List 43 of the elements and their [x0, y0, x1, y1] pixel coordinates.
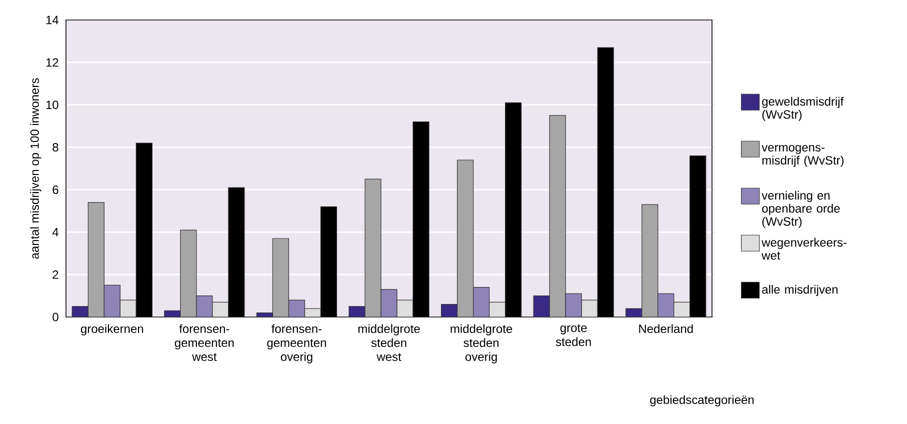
y-tick-label: 2: [52, 270, 58, 279]
bar: [180, 230, 197, 317]
bar: [120, 300, 136, 317]
bar: [72, 306, 88, 317]
y-tick-label: 10: [46, 100, 58, 110]
legend-label: geweldsmisdrijf (WvStr): [762, 96, 844, 122]
bar: [549, 115, 566, 317]
x-tick-label: forensen-gemeenten overig: [267, 324, 326, 364]
bar: [565, 293, 582, 317]
legend-label: wegenverkeers-wet: [762, 238, 846, 260]
y-tick-label: 6: [52, 185, 58, 194]
x-tick-label: grote steden: [556, 324, 591, 346]
y-tick-label: 14: [46, 16, 58, 24]
bar: [441, 304, 458, 317]
bar: [642, 204, 658, 317]
bar: [288, 300, 305, 317]
bar: [472, 287, 490, 317]
bar: [272, 238, 289, 317]
bar: [674, 302, 690, 317]
y-tick-label: 8: [52, 143, 58, 152]
x-tick-label: middelgrote steden overig: [450, 324, 512, 364]
bar: [658, 293, 674, 317]
bar: [196, 295, 213, 317]
y-tick-label: 0: [52, 312, 58, 322]
x-axis-title: gebiedscategorieën: [650, 395, 754, 406]
x-tick-label: Nederland: [639, 324, 693, 334]
y-axis-title: aantal misdrijven op 100 inwoners: [30, 78, 42, 259]
bar: [380, 289, 398, 317]
legend-label: vermogens-misdrijf (WvStr): [762, 145, 844, 167]
x-tick-label: forensen-gemeenten west: [174, 324, 234, 362]
legend-label: alle misdrijven: [762, 284, 838, 296]
y-tick-label: 4: [52, 228, 58, 236]
bar: [488, 302, 506, 317]
bar: [104, 284, 120, 317]
x-tick-label: middelgrote steden west: [358, 324, 420, 362]
bar: [581, 300, 598, 317]
y-tick-label: 12: [46, 58, 58, 67]
bar: [364, 178, 382, 317]
bar: [533, 295, 550, 317]
x-tick-label: groeikernen: [80, 324, 144, 336]
legend-label: vernieling en openbare orde (WvStr): [762, 190, 840, 228]
bar: [88, 202, 104, 317]
bar: [456, 160, 474, 317]
